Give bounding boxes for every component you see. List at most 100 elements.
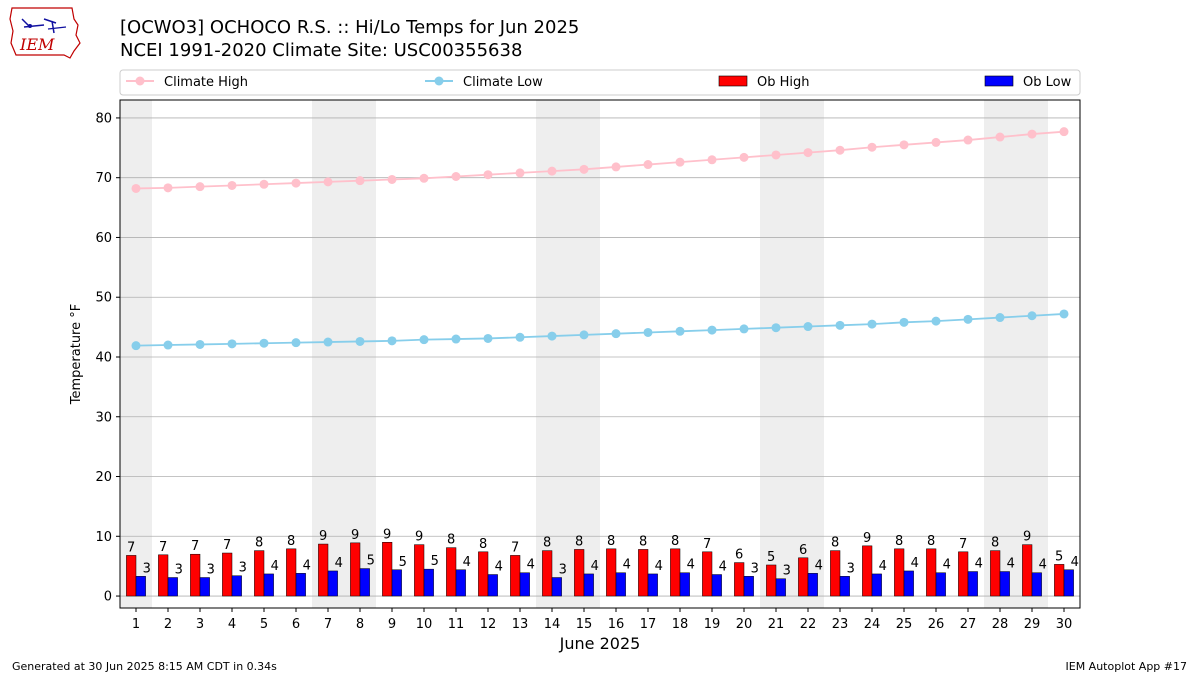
x-tick-label: 4 bbox=[228, 617, 236, 632]
weekend-band bbox=[792, 100, 824, 608]
ob-low-label: 4 bbox=[655, 559, 663, 574]
climate-high-point bbox=[803, 148, 813, 158]
climate-high-point bbox=[739, 152, 749, 162]
climate-high-point bbox=[995, 132, 1005, 142]
climate-high-point bbox=[611, 162, 621, 172]
ob-low-bar bbox=[807, 573, 818, 597]
ob-high-label: 7 bbox=[159, 540, 167, 555]
ob-high-label: 8 bbox=[479, 537, 487, 552]
legend-label-climate-low: Climate Low bbox=[463, 75, 543, 90]
ob-low-bar bbox=[935, 572, 946, 597]
climate-low-point bbox=[387, 336, 397, 346]
ob-high-label: 9 bbox=[351, 528, 359, 543]
ob-high-label: 5 bbox=[1055, 549, 1063, 564]
x-tick-label: 19 bbox=[704, 617, 721, 632]
climate-low-point bbox=[611, 329, 621, 339]
ob-low-bar bbox=[263, 573, 274, 597]
ob-high-label: 8 bbox=[927, 534, 935, 549]
ob-high-bar bbox=[574, 549, 585, 597]
line-series bbox=[131, 127, 1069, 351]
ob-low-bar bbox=[1063, 569, 1074, 597]
generated-timestamp: Generated at 30 Jun 2025 8:15 AM CDT in … bbox=[12, 660, 277, 673]
ob-low-bar bbox=[359, 568, 370, 597]
ob-high-label: 8 bbox=[607, 534, 615, 549]
y-tick-label: 20 bbox=[95, 470, 112, 485]
climate-high-point bbox=[323, 177, 333, 187]
weekend-band bbox=[1016, 100, 1048, 608]
x-tick-label: 12 bbox=[480, 617, 497, 632]
ob-high-bar bbox=[126, 555, 137, 597]
y-tick-label: 0 bbox=[104, 590, 112, 605]
x-tick-label: 24 bbox=[864, 617, 881, 632]
x-tick-label: 7 bbox=[324, 617, 332, 632]
y-tick-label: 70 bbox=[95, 171, 112, 186]
ob-high-label: 8 bbox=[255, 536, 263, 551]
ob-high-label: 8 bbox=[671, 534, 679, 549]
ob-low-bar bbox=[743, 576, 754, 597]
ob-low-label: 3 bbox=[559, 563, 567, 578]
x-tick-label: 11 bbox=[448, 617, 465, 632]
ob-high-label: 8 bbox=[991, 536, 999, 551]
x-axis-label: June 2025 bbox=[559, 634, 641, 653]
ob-low-bar bbox=[327, 570, 338, 597]
y-axis: 0 10 20 30 40 50 60 70 80 bbox=[95, 111, 120, 605]
climate-high-point bbox=[771, 150, 781, 160]
weekend-band bbox=[568, 100, 600, 608]
climate-low-point bbox=[451, 334, 461, 344]
ob-high-bar bbox=[1054, 564, 1065, 597]
ob-high-bar bbox=[414, 544, 425, 597]
ob-high-bar bbox=[478, 551, 489, 597]
ob-low-label: 3 bbox=[143, 561, 151, 576]
climate-low-point bbox=[835, 320, 845, 330]
climate-high-point bbox=[451, 171, 461, 181]
weekend-band bbox=[120, 100, 152, 608]
ob-low-label: 4 bbox=[975, 557, 983, 572]
ob-low-bar bbox=[455, 569, 466, 597]
ob-high-label: 9 bbox=[383, 527, 391, 542]
climate-high-point bbox=[835, 145, 845, 155]
ob-low-label: 4 bbox=[495, 560, 503, 575]
climate-low-point bbox=[1059, 309, 1069, 319]
ob-high-label: 8 bbox=[831, 536, 839, 551]
ob-high-bar bbox=[446, 547, 457, 597]
weekend-band bbox=[984, 100, 1016, 608]
legend-label-ob-low: Ob Low bbox=[1023, 75, 1072, 90]
ob-low-bar bbox=[871, 573, 882, 597]
ob-high-bar bbox=[318, 543, 329, 597]
x-tick-label: 14 bbox=[544, 617, 561, 632]
ob-high-label: 8 bbox=[543, 536, 551, 551]
climate-low-point bbox=[899, 317, 909, 327]
app-credit: IEM Autoplot App #17 bbox=[1065, 660, 1188, 673]
legend-item-ob-low: Ob Low bbox=[984, 75, 1072, 90]
ob-low-label: 3 bbox=[751, 561, 759, 576]
ob-low-bar bbox=[551, 577, 562, 597]
ob-high-bar bbox=[798, 557, 809, 597]
ob-high-label: 8 bbox=[287, 534, 295, 549]
climate-low-point bbox=[163, 340, 173, 350]
legend-frame bbox=[119, 69, 1081, 96]
legend-item-climate-low: Climate Low bbox=[425, 75, 543, 90]
climate-high-point bbox=[675, 157, 685, 167]
ob-high-label: 7 bbox=[959, 537, 967, 552]
x-tick-label: 17 bbox=[640, 617, 657, 632]
x-tick-label: 6 bbox=[292, 617, 300, 632]
y-tick-label: 60 bbox=[95, 231, 112, 246]
climate-low-point bbox=[515, 332, 525, 342]
ob-low-label: 4 bbox=[1007, 557, 1015, 572]
climate-high-point bbox=[387, 174, 397, 184]
climate-high-point bbox=[163, 183, 173, 193]
climate-low-point bbox=[483, 333, 493, 343]
climate-high-point bbox=[291, 178, 301, 188]
ob-high-bar bbox=[734, 562, 745, 597]
ob-high-bar bbox=[190, 553, 201, 597]
climate-low-point bbox=[963, 314, 973, 324]
climate-low-point bbox=[771, 323, 781, 333]
ob-high-bar bbox=[158, 554, 169, 597]
climate-low-point bbox=[643, 327, 653, 337]
climate-low-point bbox=[675, 326, 685, 336]
ob-low-bar bbox=[775, 578, 786, 597]
iem-logo-text: IEM bbox=[19, 35, 55, 54]
x-tick-label: 16 bbox=[608, 617, 625, 632]
climate-low-point bbox=[931, 316, 941, 326]
